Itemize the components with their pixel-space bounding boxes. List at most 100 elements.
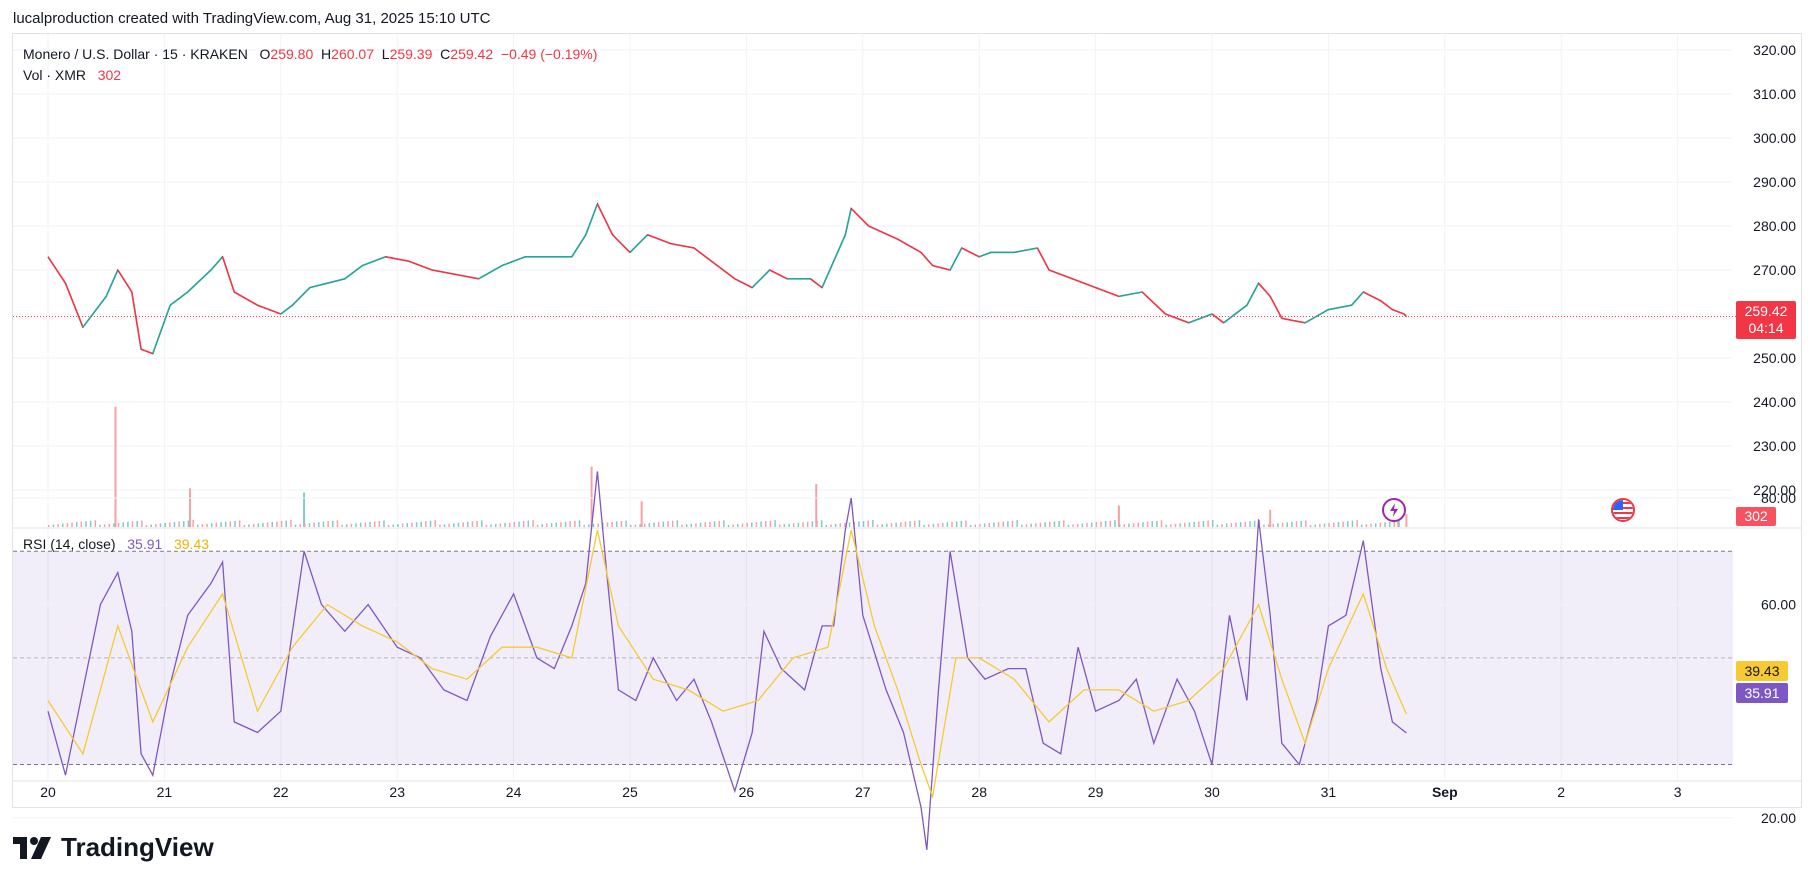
rsi-ma-line[interactable] (47, 529, 1407, 800)
volume-bar (513, 522, 516, 527)
price-candle-segment (1246, 282, 1260, 306)
volume-bar (359, 522, 362, 527)
volume-bar (590, 466, 593, 527)
lightning-icon[interactable] (1382, 498, 1406, 522)
rsi-line[interactable] (47, 471, 1407, 850)
volume-bar (373, 521, 376, 527)
volume-bar (1272, 523, 1275, 527)
volume-bar (262, 522, 264, 527)
volume-bar (1305, 520, 1307, 527)
volume-bar (518, 521, 520, 527)
us-flag-icon[interactable] (1611, 498, 1635, 522)
x-tick-label: 20 (40, 784, 56, 800)
price-candle-segment (117, 269, 133, 293)
price-candle-segment (361, 256, 386, 267)
volume-bar (937, 523, 939, 527)
volume-bar (955, 521, 958, 527)
volume-bar (504, 522, 506, 527)
volume-bar (932, 523, 935, 527)
volume-bar (755, 522, 758, 527)
volume-bar (415, 522, 418, 527)
price-candle-segment (1257, 282, 1271, 297)
volume-bar (1118, 524, 1121, 527)
x-tick-label: 27 (855, 784, 871, 800)
volume-bar (723, 520, 725, 527)
price-candle-segment (64, 282, 84, 328)
rsi-label[interactable]: RSI (14, close) (23, 536, 116, 552)
volume-bar (313, 522, 315, 527)
volume-bar (290, 520, 292, 527)
price-candle-segment (821, 260, 835, 288)
price-candle-segment (233, 291, 258, 306)
price-candle-segment (596, 203, 614, 236)
volume-bar (1263, 524, 1265, 527)
volume-bar (597, 523, 599, 527)
volume-bar (266, 522, 269, 527)
volume-bar (332, 520, 334, 527)
price-candle-segment (478, 264, 503, 280)
volume-bar (1342, 521, 1344, 527)
volume-bar (1081, 523, 1084, 527)
price-axis-label: 240.00 (1753, 394, 1796, 410)
rsi-legend: RSI (14, close) 35.91 39.43 (23, 536, 209, 552)
price-tag-countdown: 04:14 (1748, 320, 1784, 336)
tradingview-logo[interactable]: TradingView (13, 832, 214, 863)
volume-bar (1188, 522, 1191, 527)
price-candle-segment (1141, 291, 1166, 315)
volume-bar (127, 521, 129, 527)
high-value: 260.07 (331, 46, 374, 62)
price-candle-segment (932, 264, 951, 271)
x-tick-label: 31 (1321, 784, 1337, 800)
volume-bar (783, 524, 786, 527)
volume-bar (173, 522, 176, 527)
symbol-name[interactable]: Monero / U.S. Dollar · 15 · KRAKEN (23, 46, 248, 62)
volume-bar (229, 521, 232, 527)
volume-bar (187, 520, 190, 527)
volume-bar (57, 524, 59, 527)
volume-bar (1156, 520, 1158, 527)
rsi-value: 35.91 (127, 536, 163, 552)
volume-bar (1146, 521, 1149, 527)
volume-bar (1351, 520, 1354, 527)
volume-bar (318, 522, 320, 527)
volume-label[interactable]: Vol · XMR (23, 67, 87, 83)
price-candle-segment (327, 278, 346, 284)
price-candle-segment (769, 269, 788, 280)
volume-bar (336, 520, 339, 527)
volume-bar (527, 520, 530, 527)
volume-bar (1235, 522, 1237, 527)
price-candle-segment (309, 282, 328, 289)
volume-bar (974, 524, 977, 527)
volume-bar (667, 521, 669, 527)
volume-bar (1044, 522, 1046, 527)
volume-bar (94, 520, 97, 527)
volume-bar (532, 520, 534, 527)
volume-bar (453, 523, 455, 527)
volume-bar (881, 524, 883, 527)
volume-bar (546, 523, 548, 527)
volume-bar (1072, 524, 1074, 527)
volume-bar (1035, 523, 1037, 527)
volume-bar (1179, 523, 1181, 527)
price-candle-segment (291, 287, 311, 306)
volume-bar (420, 521, 422, 527)
price-candle-segment (832, 234, 847, 262)
price-candle-segment (501, 256, 526, 267)
volume-bar (490, 524, 492, 527)
volume-bar (872, 520, 874, 527)
volume-bar (159, 523, 162, 527)
chart-frame[interactable] (12, 33, 1802, 808)
volume-bar (1049, 521, 1051, 527)
volume-bar (271, 521, 273, 527)
volume-bar (299, 524, 301, 527)
volume-value: 302 (97, 67, 122, 83)
volume-bar (192, 520, 194, 527)
volume-bar (1286, 522, 1288, 527)
price-candle-segment (693, 247, 718, 267)
x-tick-label: 30 (1204, 784, 1220, 800)
price-candle-segment (210, 256, 224, 271)
volume-bar (904, 521, 907, 527)
volume-bar (1323, 523, 1326, 527)
volume-bar (1002, 521, 1004, 527)
